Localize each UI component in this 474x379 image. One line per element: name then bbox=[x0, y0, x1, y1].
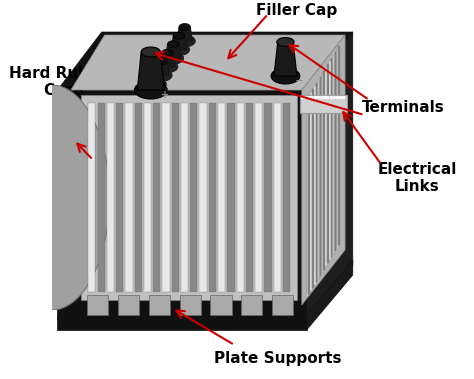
Bar bbox=[200, 103, 207, 292]
Bar bbox=[209, 103, 216, 292]
Polygon shape bbox=[300, 95, 347, 113]
Ellipse shape bbox=[141, 47, 160, 57]
Bar bbox=[255, 103, 262, 292]
Polygon shape bbox=[71, 35, 345, 90]
Text: +: + bbox=[161, 90, 169, 100]
Bar bbox=[264, 103, 272, 292]
Bar bbox=[228, 103, 235, 292]
Bar bbox=[107, 103, 114, 292]
Ellipse shape bbox=[135, 81, 167, 99]
Polygon shape bbox=[331, 58, 332, 257]
Polygon shape bbox=[316, 83, 318, 282]
Ellipse shape bbox=[151, 69, 172, 81]
Polygon shape bbox=[274, 42, 297, 76]
Polygon shape bbox=[171, 36, 187, 50]
Ellipse shape bbox=[150, 66, 162, 74]
Polygon shape bbox=[165, 44, 181, 58]
Polygon shape bbox=[333, 55, 334, 254]
Bar bbox=[246, 103, 253, 292]
Polygon shape bbox=[307, 98, 308, 297]
Polygon shape bbox=[329, 61, 330, 260]
Polygon shape bbox=[137, 52, 164, 90]
Bar bbox=[283, 103, 290, 292]
Polygon shape bbox=[160, 53, 175, 67]
Bar bbox=[273, 103, 281, 292]
Polygon shape bbox=[307, 32, 353, 320]
Ellipse shape bbox=[157, 61, 178, 73]
Bar bbox=[153, 103, 160, 292]
Polygon shape bbox=[314, 86, 316, 285]
Polygon shape bbox=[177, 27, 192, 41]
Bar bbox=[116, 103, 123, 292]
Ellipse shape bbox=[167, 41, 179, 48]
Polygon shape bbox=[327, 64, 328, 263]
Polygon shape bbox=[323, 70, 325, 269]
Polygon shape bbox=[154, 61, 169, 75]
Bar bbox=[210, 295, 232, 315]
Polygon shape bbox=[302, 35, 345, 305]
Polygon shape bbox=[307, 260, 353, 330]
Bar bbox=[87, 295, 109, 315]
Bar bbox=[180, 295, 201, 315]
Ellipse shape bbox=[163, 52, 184, 64]
Ellipse shape bbox=[156, 58, 167, 65]
Text: Hard Rubber
Case: Hard Rubber Case bbox=[9, 66, 118, 98]
Bar bbox=[118, 295, 139, 315]
Bar bbox=[237, 103, 244, 292]
Bar bbox=[163, 103, 170, 292]
Ellipse shape bbox=[168, 44, 190, 56]
Ellipse shape bbox=[174, 35, 195, 47]
Polygon shape bbox=[148, 70, 164, 84]
Bar bbox=[125, 103, 133, 292]
Ellipse shape bbox=[0, 85, 109, 310]
Text: Electrical
Links: Electrical Links bbox=[378, 162, 457, 194]
Text: Terminals: Terminals bbox=[362, 100, 444, 116]
Ellipse shape bbox=[179, 23, 191, 31]
Bar bbox=[218, 103, 225, 292]
Polygon shape bbox=[325, 67, 327, 266]
Polygon shape bbox=[321, 74, 323, 273]
Polygon shape bbox=[57, 315, 307, 330]
Ellipse shape bbox=[173, 32, 185, 39]
Polygon shape bbox=[310, 92, 312, 291]
Polygon shape bbox=[335, 52, 336, 251]
Ellipse shape bbox=[162, 49, 173, 56]
Ellipse shape bbox=[271, 68, 300, 84]
Text: Plate Supports: Plate Supports bbox=[214, 351, 341, 365]
Text: −: − bbox=[295, 76, 303, 86]
Bar bbox=[272, 295, 293, 315]
Bar bbox=[181, 103, 188, 292]
Text: Filler Cap: Filler Cap bbox=[256, 3, 337, 17]
Polygon shape bbox=[57, 90, 307, 320]
Polygon shape bbox=[81, 95, 297, 300]
Bar bbox=[172, 103, 179, 292]
Polygon shape bbox=[319, 77, 321, 276]
Polygon shape bbox=[318, 80, 319, 279]
Bar bbox=[135, 103, 142, 292]
Bar bbox=[98, 103, 105, 292]
Polygon shape bbox=[337, 49, 338, 248]
Ellipse shape bbox=[277, 38, 294, 47]
Bar bbox=[144, 103, 151, 292]
Polygon shape bbox=[309, 95, 310, 294]
Polygon shape bbox=[57, 32, 353, 90]
Ellipse shape bbox=[145, 78, 166, 90]
Polygon shape bbox=[338, 46, 340, 245]
Polygon shape bbox=[312, 89, 314, 288]
Bar bbox=[149, 295, 170, 315]
Bar bbox=[88, 103, 95, 292]
Bar bbox=[241, 295, 263, 315]
Bar bbox=[190, 103, 198, 292]
